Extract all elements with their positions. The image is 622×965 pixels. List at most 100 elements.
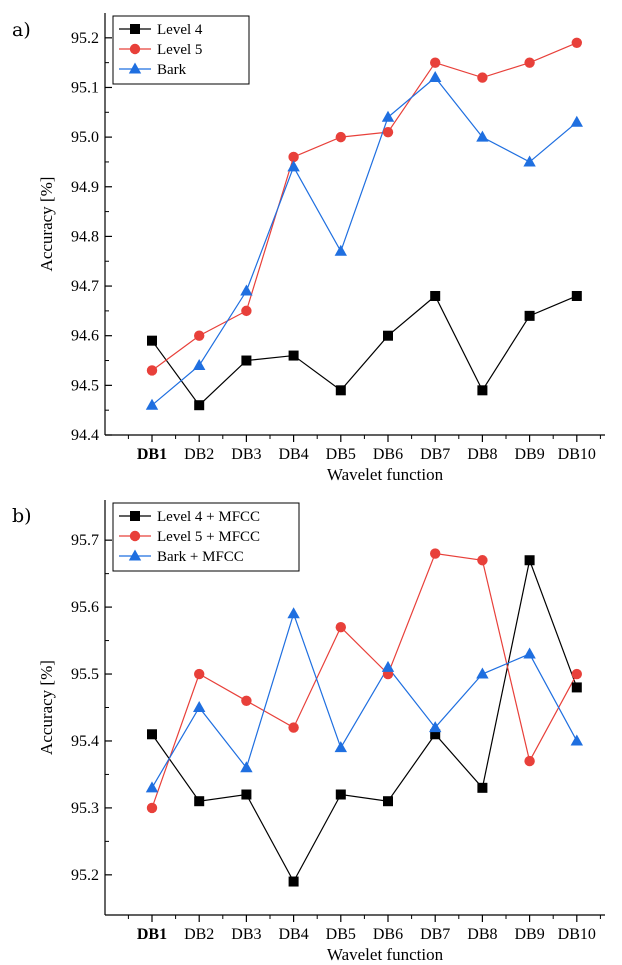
data-point-2 [241,305,252,317]
x-tick-label: DB4 [278,926,308,943]
data-point-2 [524,57,535,68]
data-point-3 [476,667,489,679]
x-tick-label: DB9 [514,926,544,943]
data-point-3 [429,71,442,83]
data-point-2 [430,548,441,559]
x-tick-label: DB8 [467,446,497,463]
data-point-1 [571,290,582,301]
data-point-1 [383,330,393,341]
y-axis-title: Accuracy [%] [37,177,56,272]
y-tick-label: 95.3 [71,800,99,817]
data-point-2 [288,722,299,733]
series-line-3 [151,76,578,406]
data-point-3 [240,761,253,773]
series-line-2 [151,42,578,371]
data-point-3 [193,358,206,370]
y-tick-label: 95.4 [71,733,99,750]
data-point-3 [287,160,300,172]
data-point-1 [335,789,346,800]
data-point-3 [570,115,583,127]
data-point-3 [334,741,347,753]
x-tick-label: DB7 [420,446,450,463]
data-point-3 [570,734,583,746]
data-point-2 [194,330,205,341]
legend-box [112,502,300,572]
data-point-2 [477,72,488,83]
y-axis-title: Accuracy [%] [37,660,56,755]
x-axis-title: Wavelet function [327,945,444,964]
data-point-2 [335,131,346,143]
series-line-3 [151,611,578,789]
data-point-2 [571,668,582,680]
y-tick-label: 95.6 [71,599,99,616]
y-tick-label: 95.0 [71,129,99,146]
data-point-1 [147,729,157,740]
x-tick-label: DB3 [231,926,261,943]
data-point-1 [477,385,488,396]
data-point-3 [334,244,347,256]
data-point-2 [571,37,582,48]
legend-marker [130,511,140,521]
data-point-1 [524,555,535,566]
legend-label: Level 5 [157,42,202,58]
legend-label: Level 5 + MFCC [157,529,260,545]
legend-label: Bark + MFCC [157,549,244,565]
data-point-1 [241,789,252,800]
data-point-2 [524,755,535,767]
y-tick-label: 94.7 [71,278,99,295]
y-tick-label: 94.4 [71,427,99,444]
x-tick-label: DB10 [558,926,596,943]
data-point-3 [429,721,442,733]
x-tick-label: DB6 [373,926,403,943]
x-tick-label: DB1 [137,926,167,943]
series-line-2 [151,552,578,809]
panel-label: b) [12,505,32,527]
x-tick-label: DB1 [137,446,167,463]
legend-label: Bark [157,62,187,78]
x-axis-title: Wavelet function [327,465,444,484]
data-point-1 [524,310,535,321]
y-tick-label: 94.9 [71,179,99,196]
data-point-2 [335,621,346,633]
y-tick-label: 95.1 [71,79,99,96]
y-tick-label: 94.5 [71,377,99,394]
x-tick-label: DB10 [558,446,596,463]
data-point-3 [287,607,300,619]
panel-label: a) [12,19,31,41]
data-point-2 [477,555,488,566]
y-tick-label: 95.2 [71,867,99,884]
data-point-2 [382,126,394,138]
data-point-3 [381,110,395,122]
data-point-3 [145,781,159,793]
data-point-3 [523,155,536,167]
legend-marker [129,43,141,55]
data-point-3 [523,647,536,659]
data-point-3 [381,660,395,672]
data-point-1 [288,876,299,887]
x-tick-label: DB2 [184,446,214,463]
legend-label: Level 4 [157,22,203,38]
series-line-1 [151,558,578,883]
data-point-2 [194,668,205,680]
y-tick-label: 95.7 [71,532,99,549]
x-tick-label: DB9 [514,446,544,463]
data-point-1 [430,290,441,301]
x-tick-label: DB8 [467,926,497,943]
legend-label: Level 4 + MFCC [157,509,260,525]
data-point-2 [146,802,158,814]
legend-marker [130,24,140,34]
data-point-3 [240,284,253,296]
legend-marker [128,62,142,74]
data-point-1 [194,796,205,807]
data-point-3 [476,130,489,142]
data-point-1 [194,400,205,411]
y-tick-label: 94.6 [71,328,99,345]
chart-panel-a: a) 94.4 94.5 94.6 94.7 94.8 94.9 95.0 95.1 95.2 DB… [12,13,605,484]
data-point-1 [288,350,299,361]
x-tick-label: DB4 [278,446,308,463]
x-tick-label: DB7 [420,926,450,943]
data-point-2 [241,695,252,707]
data-point-1 [241,355,252,366]
legend-marker [128,549,142,561]
